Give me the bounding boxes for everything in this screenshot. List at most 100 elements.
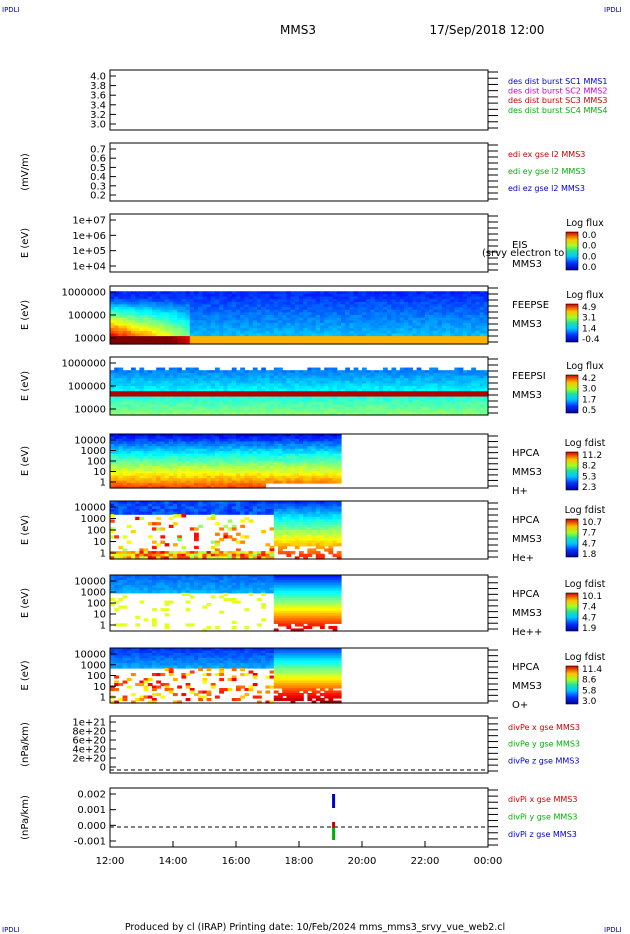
spectrogram-cell [126, 372, 132, 377]
spectrogram-cell [278, 296, 283, 300]
spectrogram-cell [273, 393, 279, 398]
spectrogram-cell [320, 475, 325, 479]
spectrogram-cell [114, 480, 119, 484]
spectrogram-cell [332, 480, 338, 484]
spectrogram-cell [278, 378, 283, 382]
spectrogram-cell [139, 409, 145, 413]
spectrogram-cell [131, 530, 136, 534]
spectrogram-cell [240, 330, 245, 335]
spectrogram-cell [324, 448, 329, 452]
spectrogram-cell [286, 478, 292, 482]
spectrogram-cell [286, 322, 292, 327]
spectrogram-cell [257, 396, 262, 400]
spectrogram-cell [332, 301, 338, 306]
spectrogram-cell [252, 478, 258, 482]
spectrogram-cell [433, 296, 439, 300]
spectrogram-cell [458, 401, 464, 406]
spectrogram-cell [349, 370, 355, 374]
spectrogram-cell [126, 301, 132, 306]
spectrogram-cell [273, 304, 279, 308]
spectrogram-cell [336, 333, 342, 337]
spectrogram-cell [408, 367, 413, 371]
spectrogram-cell [206, 503, 212, 507]
spectrogram-cell [404, 391, 409, 395]
spectrogram-cell [248, 434, 254, 438]
spectrogram-cell [257, 399, 262, 403]
spectrogram-cell [336, 380, 342, 384]
spectrogram-cell [160, 501, 166, 505]
spectrogram-cell [278, 333, 283, 337]
spectrogram-cell [236, 307, 241, 311]
spectrogram-cell [139, 468, 145, 472]
spectrogram-cell [450, 401, 455, 406]
spectrogram-cell [383, 407, 388, 411]
spectrogram-cell [315, 448, 321, 452]
spectrogram-cell [299, 322, 304, 327]
y-tick-label: 10000 [74, 436, 106, 447]
spectrogram-cell [479, 341, 485, 345]
spectrogram-cell [286, 399, 292, 403]
spectrogram-cell [336, 304, 342, 308]
spectrogram-cell [152, 540, 157, 544]
spectrogram-cell [189, 506, 195, 510]
spectrogram-cell [131, 434, 136, 438]
spectrogram-cell [236, 453, 241, 457]
spectrogram-cell [147, 291, 153, 295]
spectrogram-cell [206, 312, 212, 316]
spectrogram-cell [412, 409, 418, 413]
spectrogram-cell [168, 296, 174, 300]
spectrogram-cell [156, 511, 161, 515]
spectrogram-cell [273, 470, 279, 474]
spectrogram-cell [286, 307, 292, 311]
spectrogram-cell [332, 451, 338, 455]
spectrogram-cell [194, 463, 199, 467]
spectrogram-cell [294, 453, 300, 457]
spectrogram-cell [194, 473, 199, 477]
spectrogram-cell [181, 372, 187, 377]
spectrogram-cell [185, 333, 191, 337]
spectrogram-cell [181, 458, 187, 462]
spectrogram-cell [370, 330, 376, 335]
spectrogram-cell [223, 407, 229, 411]
spectrogram-cell [189, 475, 195, 479]
spectrogram-cell [223, 378, 229, 382]
spectrogram-cell [437, 407, 443, 411]
spectrogram-cell [147, 375, 153, 379]
spectrogram-cell [177, 511, 182, 515]
spectrogram-cell [185, 367, 191, 371]
spectrogram-cell [164, 309, 170, 313]
spectrogram-cell [349, 291, 355, 295]
spectrogram-cell [378, 370, 384, 374]
spectrogram-cell [462, 412, 468, 416]
spectrogram-cell [303, 434, 308, 438]
spectrogram-cell [294, 293, 300, 298]
spectrogram-cell [303, 401, 308, 406]
spectrogram-cell [143, 475, 149, 479]
spectrogram-cell [244, 372, 250, 377]
spectrogram-cell [290, 378, 296, 382]
spectrogram-cell [131, 301, 136, 306]
spectrogram-cell [303, 456, 308, 460]
spectrogram-cell [278, 434, 283, 438]
spectrogram-cell [332, 296, 338, 300]
spectrogram-cell [395, 325, 401, 329]
spectrogram-cell [311, 458, 317, 462]
colorbar [565, 374, 579, 414]
spectrogram-cell [441, 383, 447, 387]
spectrogram-cell [471, 391, 476, 395]
spectrogram-cell [164, 325, 170, 329]
spectrogram-cell [383, 328, 388, 332]
spectrogram-cell [126, 383, 132, 387]
spectrogram-cell [261, 473, 266, 477]
spectrogram-cell [152, 463, 157, 467]
spectrogram-cell [345, 404, 350, 408]
spectrogram-cell [395, 330, 401, 335]
spectrogram-cell [135, 291, 140, 295]
spectrogram-cell [236, 375, 241, 379]
spectrogram-cell [332, 375, 338, 379]
spectrogram-cell [135, 446, 140, 450]
spectrogram-cell [236, 441, 241, 445]
spectrogram-cell [114, 438, 119, 442]
spectrogram-cell [303, 333, 308, 337]
spectrogram-cell [429, 399, 434, 403]
